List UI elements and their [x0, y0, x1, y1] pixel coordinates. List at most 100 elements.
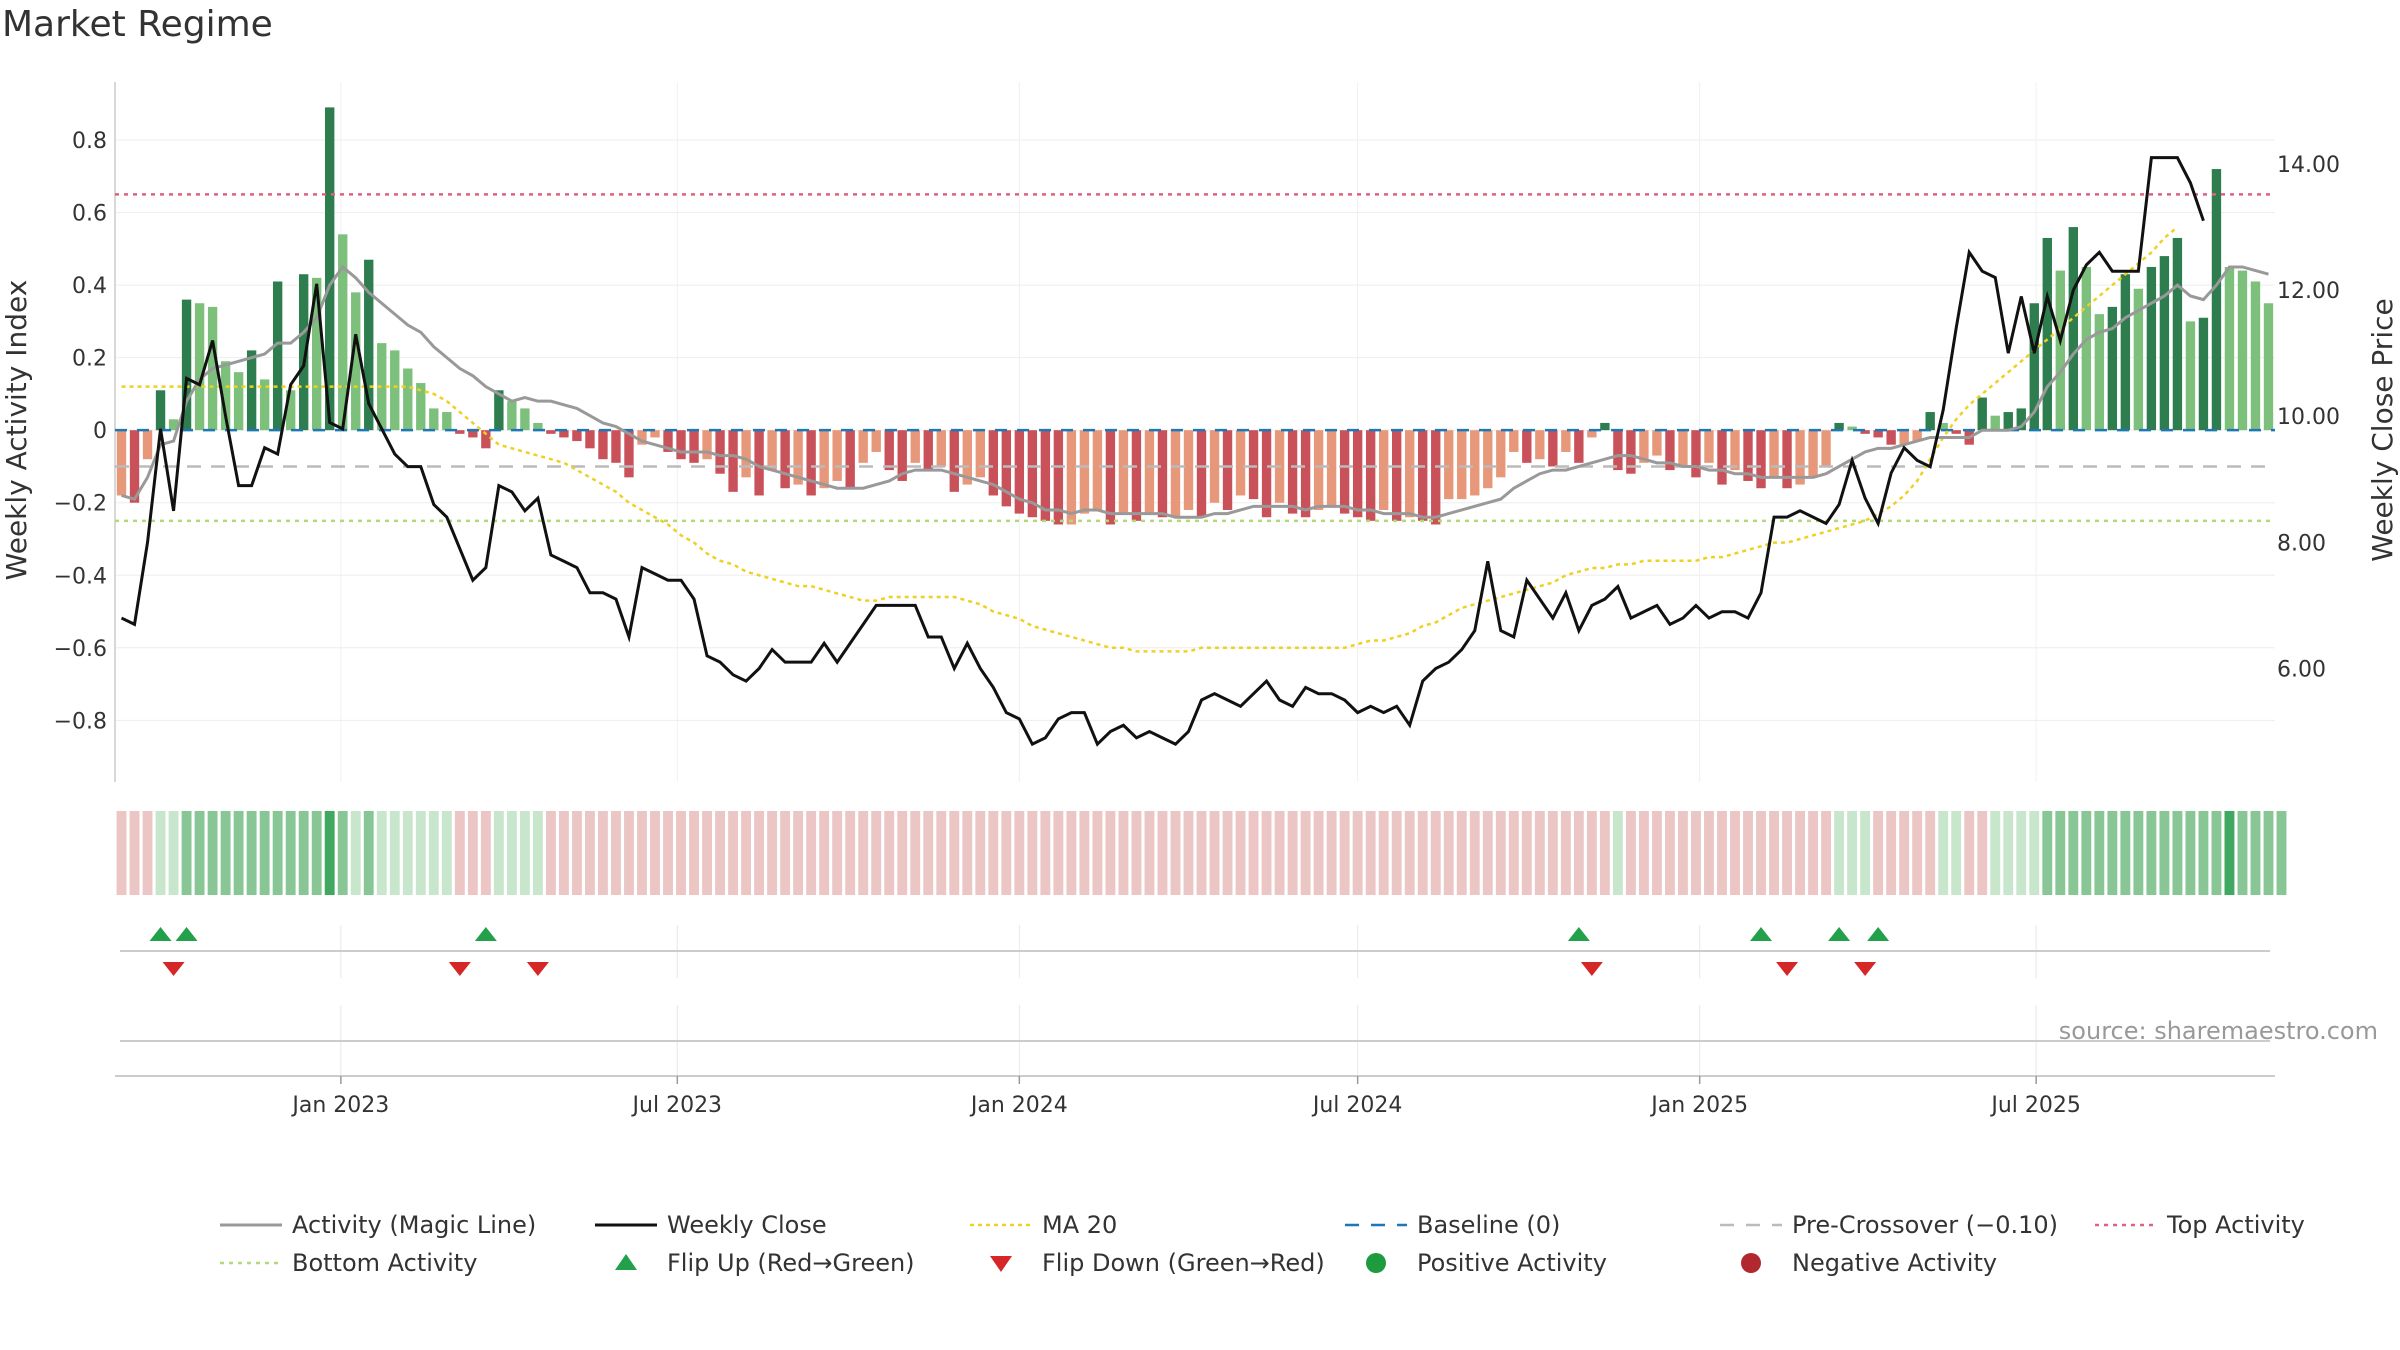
activity-bar: [1704, 430, 1714, 463]
regime-strip-cell: [1391, 811, 1402, 895]
regime-strip-cell: [988, 811, 999, 895]
activity-bar: [689, 430, 699, 463]
legend-label: MA 20: [1042, 1211, 1117, 1239]
legend-item-pos: Positive Activity: [1366, 1249, 1607, 1277]
regime-strip-cell: [1534, 811, 1545, 895]
regime-strip-cell: [1508, 811, 1519, 895]
activity-bar: [298, 274, 309, 431]
activity-bar: [1847, 426, 1857, 431]
regime-strip-cell: [624, 811, 634, 895]
activity-bar: [884, 430, 894, 471]
regime-strip-cell: [1378, 811, 1389, 895]
regime-strip-cell: [1821, 811, 1832, 895]
flip-markers-layer: [120, 927, 2270, 976]
x-tick-label: Jul 2025: [1989, 1093, 2081, 1118]
activity-bar: [910, 430, 920, 463]
regime-strip-cell: [376, 811, 387, 895]
activity-bar: [1118, 430, 1129, 514]
regime-strip-cell: [194, 811, 205, 895]
legend-label: Top Activity: [2166, 1211, 2305, 1239]
activity-bar: [2198, 317, 2209, 431]
legend-label: Activity (Magic Line): [292, 1211, 536, 1239]
activity-bar: [819, 430, 829, 489]
activity-bar: [1821, 430, 1831, 467]
activity-bar: [1431, 430, 1441, 525]
activity-bar: [1131, 430, 1142, 521]
activity-bar: [611, 430, 621, 463]
activity-bar: [233, 372, 244, 431]
regime-strip-cell: [480, 811, 491, 895]
activity-bar: [845, 430, 855, 489]
regime-strip-cell: [2120, 811, 2131, 895]
regime-strip-cell: [2042, 811, 2053, 895]
activity-bar: [2250, 281, 2261, 431]
activity-bar: [1470, 430, 1480, 496]
activity-bar: [1756, 430, 1766, 489]
regime-strip-cell: [806, 811, 817, 895]
activity-bar: [1808, 430, 1818, 478]
regime-strip-cell: [1886, 811, 1897, 895]
activity-bar: [663, 430, 673, 452]
activity-bar: [572, 430, 582, 442]
regime-strip-cell: [1469, 811, 1480, 895]
activity-bar: [1730, 430, 1740, 471]
bottom-panel-layer: source: sharemaestro.com: [115, 1017, 2378, 1077]
y2-tick-label: 8.00: [2277, 531, 2326, 556]
activity-bar: [2120, 274, 2131, 431]
activity-bar: [1235, 430, 1246, 496]
reference-lines-layer: [115, 193, 2275, 523]
x-axis-layer: Jan 2023 Jul 2023 Jan 2024 Jul 2024 Jan 2025…: [290, 1076, 2081, 1118]
regime-strip-cell: [1092, 811, 1103, 895]
source-credit: source: sharemaestro.com: [2059, 1017, 2378, 1045]
flip-up-marker: [1750, 927, 1773, 941]
legend-layer: Activity (Magic Line) Weekly Close MA 20 Ba…: [220, 1211, 2305, 1277]
activity-bar: [1222, 430, 1233, 510]
activity-bar: [2172, 237, 2183, 431]
regime-strip-cell: [871, 811, 882, 895]
x-tick-label: Jan 2023: [290, 1093, 389, 1118]
activity-bar: [1378, 430, 1389, 510]
activity-bar: [936, 430, 946, 467]
activity-bar: [793, 430, 803, 485]
regime-strip-cell: [1066, 811, 1077, 895]
regime-strip-cell: [2250, 811, 2261, 895]
flip-down-marker: [162, 962, 185, 976]
y-tick-label: 0.2: [72, 347, 107, 372]
activity-bar: [377, 343, 387, 431]
activity-bar: [390, 350, 400, 431]
legend-item-magic: Activity (Magic Line): [220, 1211, 536, 1239]
activity-bar: [2185, 321, 2196, 431]
regime-strip-cell: [1248, 811, 1259, 895]
regime-strip-cell: [1665, 811, 1675, 895]
regime-strip-cell: [1131, 811, 1142, 895]
y2-tick-label: 12.00: [2277, 279, 2340, 304]
regime-strip-cell: [1300, 811, 1311, 895]
activity-bar: [949, 430, 959, 492]
y2-tick-label: 14.00: [2277, 153, 2340, 178]
regime-strip-cell: [1925, 811, 1936, 895]
activity-bar: [468, 430, 478, 438]
activity-bar: [767, 430, 777, 471]
regime-strip-cell: [493, 811, 504, 895]
regime-strip-cell: [1782, 811, 1792, 895]
legend-item-top: Top Activity: [2095, 1211, 2305, 1239]
activity-bar: [702, 430, 712, 460]
regime-strip-cell: [220, 811, 231, 895]
legend-label: Pre-Crossover (−0.10): [1792, 1211, 2058, 1239]
activity-bar: [832, 430, 842, 481]
flip-up-marker: [1567, 927, 1590, 941]
regime-strip-cell: [663, 811, 673, 895]
regime-strip-cell: [962, 811, 973, 895]
activity-bar: [1014, 430, 1025, 514]
activity-bar: [1535, 430, 1545, 460]
activity-bar: [988, 430, 998, 496]
regime-strip-cell: [1287, 811, 1298, 895]
regime-strip-cell: [1808, 811, 1819, 895]
regime-strip-cell: [1638, 811, 1649, 895]
activity-bar: [1261, 430, 1272, 518]
activity-bar: [442, 412, 452, 431]
regime-strip-cell: [2029, 811, 2040, 895]
regime-strip-cell: [1678, 811, 1688, 895]
activity-bar: [1574, 430, 1584, 463]
activity-bar: [1717, 430, 1727, 485]
